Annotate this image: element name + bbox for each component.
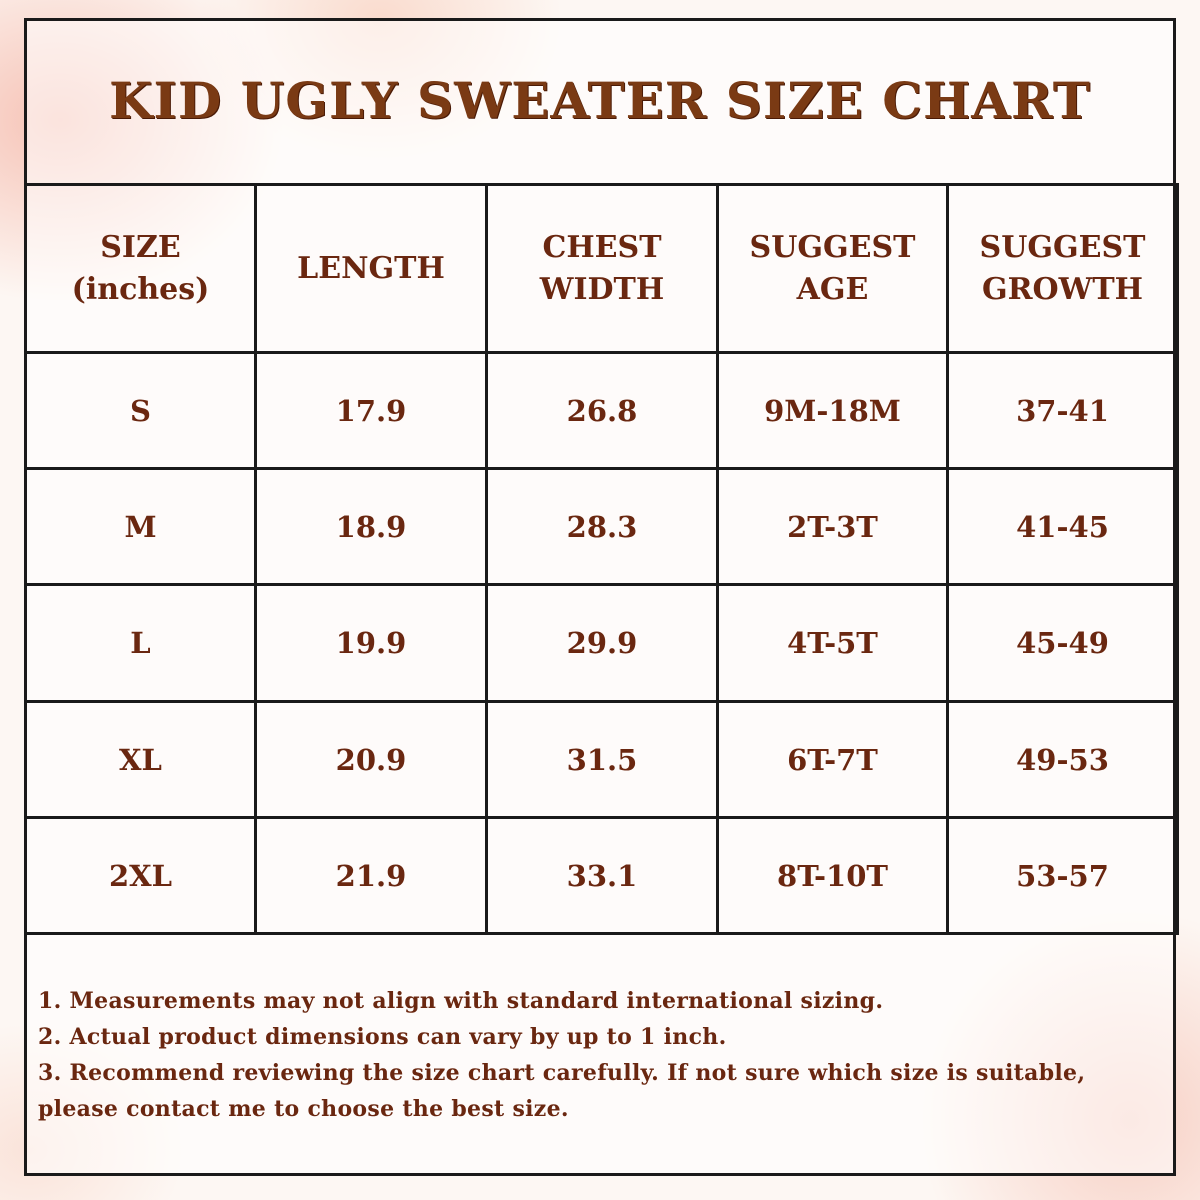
table-cell: 45-49: [946, 583, 1179, 703]
table-cell: 26.8: [485, 351, 719, 470]
table-cell: 49-53: [946, 700, 1179, 819]
table-cell: 2T-3T: [716, 467, 949, 586]
table-cell: L: [24, 583, 257, 703]
header-text: WIDTH: [539, 271, 665, 307]
table-cell: S: [24, 351, 257, 470]
header-text: SUGGEST: [749, 229, 916, 265]
header-cell: SUGGEST GROWTH: [946, 183, 1179, 354]
table-cell: 18.9: [254, 467, 488, 586]
table-cell: 4T-5T: [716, 583, 949, 703]
note: 1. Measurements may not align with stand…: [38, 988, 884, 1014]
table-cell: 20.9: [254, 700, 488, 819]
note: 3. Recommend reviewing the size chart ca…: [38, 1060, 1086, 1122]
header-text: LENGTH: [297, 250, 445, 286]
table-cell: 17.9: [254, 351, 488, 470]
notes: 1. Measurements may not align with stand…: [38, 983, 1158, 1127]
table-cell: 19.9: [254, 583, 488, 703]
header-cell: LENGTH: [254, 183, 488, 354]
table-cell: 33.1: [485, 816, 719, 935]
header-text: SIZE: [100, 229, 181, 265]
chart-frame: [24, 18, 1176, 1176]
header-text: (inches): [71, 271, 210, 307]
table-cell: 6T-7T: [716, 700, 949, 819]
header-cell: SUGGEST AGE: [716, 183, 949, 354]
header-text: AGE: [796, 271, 869, 307]
table-cell: 31.5: [485, 700, 719, 819]
table-cell: 21.9: [254, 816, 488, 935]
header-cell: SIZE (inches): [24, 183, 257, 354]
table-cell: 2XL: [24, 816, 257, 935]
header-cell: CHEST WIDTH: [485, 183, 719, 354]
table-cell: 28.3: [485, 467, 719, 586]
table-cell: 9M-18M: [716, 351, 949, 470]
table-cell: XL: [24, 700, 257, 819]
table-cell: 8T-10T: [716, 816, 949, 935]
table-cell: 53-57: [946, 816, 1179, 935]
table-cell: 37-41: [946, 351, 1179, 470]
note: 2. Actual product dimensions can vary by…: [38, 1024, 727, 1050]
title: KID UGLY SWEATER SIZE CHART: [109, 71, 1091, 130]
header-text: SUGGEST: [979, 229, 1146, 265]
header-text: GROWTH: [981, 271, 1144, 307]
header-text: CHEST: [542, 229, 662, 265]
table-cell: 41-45: [946, 467, 1179, 586]
table-cell: 29.9: [485, 583, 719, 703]
table-cell: M: [24, 467, 257, 586]
